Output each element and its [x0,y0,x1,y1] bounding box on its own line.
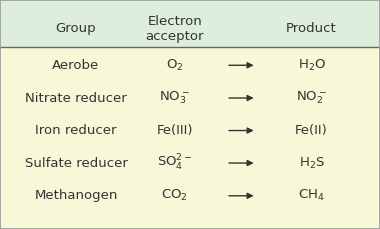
Text: H$_2$O: H$_2$O [298,58,326,73]
Text: CH$_4$: CH$_4$ [298,188,325,203]
Text: Product: Product [286,22,337,35]
Text: Fe(II): Fe(II) [295,124,328,137]
Text: Methanogen: Methanogen [34,189,118,202]
Text: Electron
acceptor: Electron acceptor [146,15,204,43]
Text: Sulfate reducer: Sulfate reducer [25,157,127,169]
Text: CO$_2$: CO$_2$ [162,188,188,203]
Text: NO$_3^-$: NO$_3^-$ [159,90,190,106]
Text: H$_2$S: H$_2$S [299,155,325,171]
Text: Aerobe: Aerobe [52,59,100,72]
Text: Fe(III): Fe(III) [157,124,193,137]
Text: Group: Group [56,22,96,35]
Text: Iron reducer: Iron reducer [35,124,117,137]
Text: Nitrate reducer: Nitrate reducer [25,92,127,104]
Text: NO$_2^-$: NO$_2^-$ [296,90,327,106]
Text: SO$_4^{2-}$: SO$_4^{2-}$ [157,153,193,173]
Bar [0,0,380,47]
Text: O$_2$: O$_2$ [166,58,184,73]
